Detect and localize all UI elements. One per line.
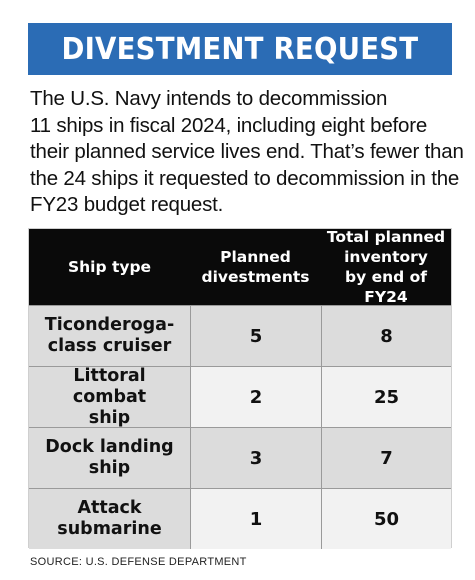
header-ship-type-label: Ship type (67, 258, 152, 276)
table-header: Ship type Planned divestments Total plan… (29, 228, 451, 306)
inventory-cell: 8 (321, 306, 451, 366)
table-row: Attack submarine 1 50 (29, 488, 451, 549)
header-line: by end of FY24 (344, 268, 428, 306)
header-line: inventory (344, 248, 428, 266)
ship-type-line: submarine (57, 519, 162, 539)
table-row: Ticonderoga- class cruiser 5 8 (29, 305, 451, 366)
title-banner: DIVESTMENT REQUEST (28, 23, 452, 75)
source-credit: SOURCE: U.S. DEFENSE DEPARTMENT (30, 556, 247, 568)
ship-type-cell: Ticonderoga- class cruiser (29, 306, 190, 366)
divestments-cell: 5 (190, 306, 321, 366)
table-row: Dock landing ship 3 7 (29, 427, 451, 488)
divestments-cell: 1 (190, 489, 321, 549)
ship-type-line: Dock landing (45, 437, 174, 457)
divestments-cell: 3 (190, 428, 321, 488)
divestments-cell: 2 (190, 367, 321, 427)
intro-line: FY23 budget request. (30, 193, 224, 216)
ship-type-line: Ticonderoga- (44, 315, 175, 335)
ship-type-line: ship (88, 407, 131, 428)
ship-type-cell: Dock landing ship (29, 428, 190, 488)
intro-paragraph: The U.S. Navy intends to decommission 11… (30, 86, 464, 219)
header-line: Total planned (326, 228, 446, 246)
header-planned-divestments: Planned divestments (190, 229, 321, 305)
page-title: DIVESTMENT REQUEST (61, 31, 419, 67)
header-ship-type: Ship type (29, 229, 190, 305)
intro-line: their planned service lives end. That’s … (30, 140, 464, 163)
ship-type-cell: Attack submarine (29, 489, 190, 549)
ship-type-cell: Littoral combat ship (29, 365, 190, 428)
ship-type-line: Attack (77, 498, 142, 518)
inventory-cell: 25 (321, 367, 451, 427)
header-line: divestments (201, 268, 310, 286)
header-total-inventory: Total planned inventory by end of FY24 (321, 228, 451, 306)
table-row: Littoral combat ship 2 25 (29, 365, 451, 428)
ship-type-line: ship (88, 458, 131, 478)
intro-line: The U.S. Navy intends to decommission (30, 87, 388, 110)
intro-line: 11 ships in fiscal 2024, including eight… (30, 113, 428, 137)
ship-type-line: Littoral combat (72, 365, 147, 407)
header-line: Planned (220, 248, 291, 266)
intro-line: the 24 ships it requested to decommissio… (30, 166, 460, 190)
inventory-cell: 7 (321, 428, 451, 488)
ship-table: Ship type Planned divestments Total plan… (28, 228, 452, 549)
ship-type-line: class cruiser (47, 336, 172, 356)
inventory-cell: 50 (321, 489, 451, 549)
